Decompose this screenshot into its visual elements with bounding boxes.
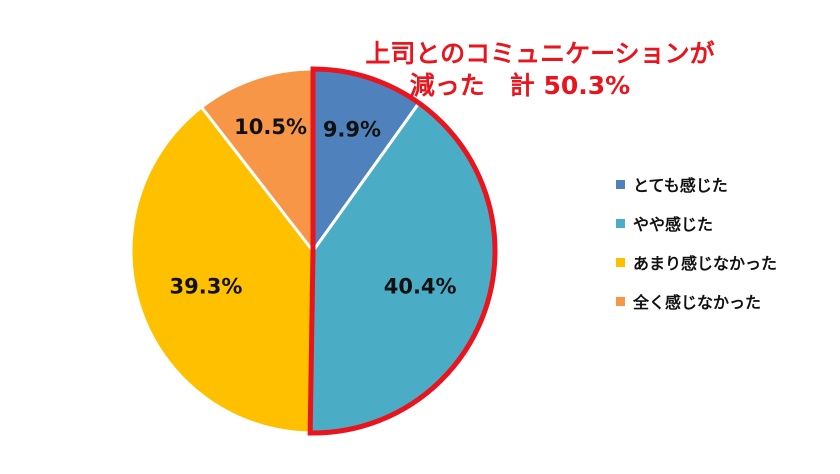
data-label: 39.3% xyxy=(170,275,243,299)
legend-item-totemo: とても感じた xyxy=(616,174,777,195)
legend-swatch xyxy=(616,179,625,189)
legend-label: 全く感じなかった xyxy=(633,293,762,312)
pie-slice xyxy=(129,105,315,435)
legend: とても感じた やや感じた あまり感じなかった 全く感じなかった xyxy=(616,174,777,330)
legend-swatch xyxy=(616,218,625,228)
pie-slice xyxy=(199,67,315,256)
legend-item-mattaku: 全く感じなかった xyxy=(616,291,777,312)
legend-label: やや感じた xyxy=(633,215,714,234)
legend-item-yaya: やや感じた xyxy=(616,213,777,234)
data-label: 10.5% xyxy=(234,115,307,139)
data-label: 9.9% xyxy=(323,118,381,142)
highlight-outline xyxy=(307,66,498,436)
legend-item-amari: あまり感じなかった xyxy=(616,252,778,273)
annotation-line-1: 上司とのコミュニケーションが xyxy=(365,39,715,68)
data-label: 40.4% xyxy=(384,274,457,298)
legend-swatch xyxy=(616,296,625,306)
annotation-line-2: 減った 計 50.3% xyxy=(409,71,631,100)
legend-label: とても感じた xyxy=(633,176,728,195)
legend-label: あまり感じなかった xyxy=(633,254,778,273)
highlight-annotation: 上司とのコミュニケーションが 減った 計 50.3% xyxy=(330,38,750,102)
legend-swatch xyxy=(616,257,625,267)
